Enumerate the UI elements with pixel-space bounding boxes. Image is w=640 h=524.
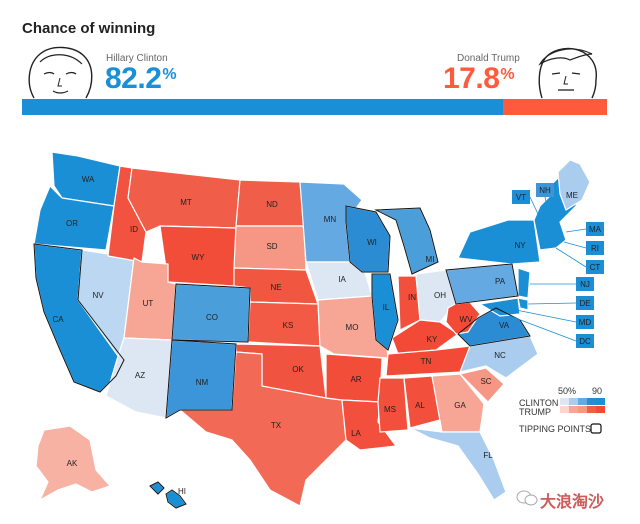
label-id: ID [130,225,138,234]
label-nm: NM [196,378,209,387]
legend-pct-high: 90 [592,386,603,396]
clinton-portrait-icon [28,46,93,99]
label-wv: WV [460,315,474,324]
label-sd: SD [266,242,277,251]
state-ak[interactable] [35,425,111,501]
label-il: IL [383,303,390,312]
label-la: LA [351,429,361,438]
label-pa: PA [495,277,506,286]
label-vt: VT [516,193,526,202]
label-ri: RI [591,244,599,253]
legend-trump: TRUMP [519,407,551,417]
clinton-pct: 82.2% [105,62,177,96]
state-nj[interactable] [517,267,531,299]
legend-tipping: TIPPING POINTS [519,424,592,434]
label-sc: SC [480,377,491,386]
label-ca: CA [52,315,64,324]
tipping-point-swatch [590,423,602,434]
state-sc[interactable] [459,367,505,403]
label-ar: AR [350,375,361,384]
legend-clinton: CLINTON [519,398,559,408]
label-dc: DC [579,337,591,346]
label-de: DE [579,299,590,308]
label-ma: MA [589,225,602,234]
label-hi: HI [178,487,186,496]
label-or: OR [66,219,78,228]
state-md[interactable] [479,297,521,317]
label-co: CO [206,313,218,322]
trump-pct-sign: % [500,66,515,83]
label-oh: OH [434,291,446,300]
win-probability-bar [22,99,607,115]
label-nh: NH [539,186,551,195]
watermark-logo-icon [516,490,538,506]
label-ny: NY [514,241,526,250]
label-nj: NJ [580,280,590,289]
label-tn: TN [421,357,432,366]
label-ut: UT [143,299,154,308]
label-fl: FL [483,451,493,460]
label-mo: MO [346,323,359,332]
trump-name: Donald Trump [457,53,520,64]
label-wa: WA [82,175,95,184]
label-md: MD [579,318,592,327]
label-ky: KY [427,335,438,344]
state-ny[interactable] [457,219,541,265]
clinton-pct-sign: % [162,66,177,83]
state-me[interactable] [557,159,591,211]
label-mn: MN [324,215,337,224]
label-ia: IA [338,275,346,284]
label-in: IN [408,293,416,302]
label-ak: AK [67,459,78,468]
label-wi: WI [367,238,377,247]
clinton-bar-fill [22,99,503,115]
trump-bar-fill [503,99,607,115]
label-ga: GA [454,401,466,410]
label-mi: MI [426,255,435,264]
label-mt: MT [180,198,192,207]
trump-portrait-icon [538,47,597,99]
trump-pct-value: 17.8 [443,62,500,95]
state-pa[interactable] [445,263,519,305]
watermark: 大浪淘沙 [540,492,605,511]
state-ga[interactable] [431,373,485,433]
label-al: AL [415,401,425,410]
clinton-pct-value: 82.2 [105,62,162,95]
label-ms: MS [384,405,396,414]
legend-scale [560,398,605,413]
label-az: AZ [135,371,145,380]
trump-pct: 17.8% [443,62,515,96]
page-title: Chance of winning [22,20,156,37]
state-ms[interactable] [377,377,409,433]
label-wy: WY [192,253,206,262]
label-nc: NC [494,351,506,360]
label-va: VA [499,321,510,330]
legend-pct-low: 50% [558,386,577,396]
label-nv: NV [92,291,104,300]
label-ne: NE [270,283,281,292]
state-fl[interactable] [409,427,507,501]
label-ks: KS [283,321,294,330]
label-ct: CT [590,263,601,272]
label-ok: OK [292,365,304,374]
label-tx: TX [271,421,282,430]
state-or[interactable] [33,185,115,251]
label-nd: ND [266,200,278,209]
clinton-name: Hillary Clinton [106,53,168,64]
label-me: ME [566,191,578,200]
